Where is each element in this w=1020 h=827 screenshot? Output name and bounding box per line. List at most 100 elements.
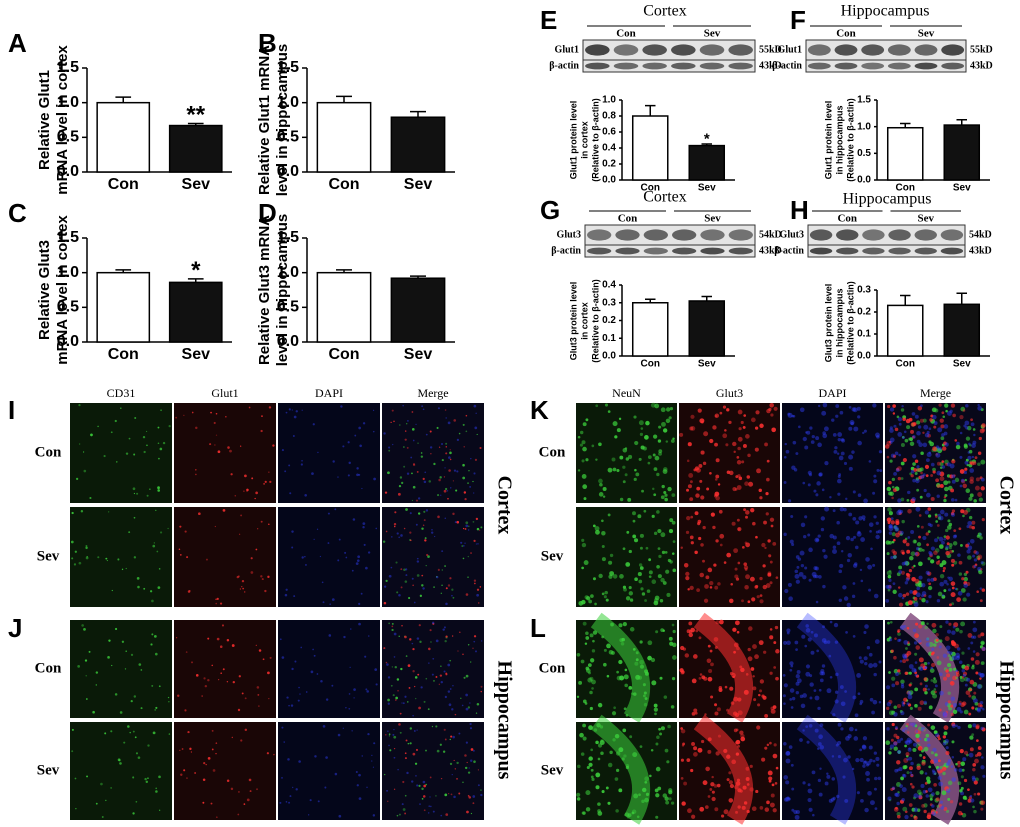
cell: [965, 690, 971, 696]
cell: [770, 524, 774, 528]
cell: [221, 624, 225, 627]
cell: [726, 408, 730, 412]
cell: [890, 738, 894, 742]
cell: [639, 664, 645, 669]
cell: [788, 745, 793, 749]
cell: [906, 575, 911, 580]
error-bar: [336, 269, 352, 273]
cell: [941, 411, 945, 415]
cell: [599, 482, 603, 487]
cell: [957, 760, 961, 765]
cell: [834, 640, 839, 644]
cell: [638, 457, 642, 461]
cell: [888, 531, 893, 535]
cell: [400, 568, 403, 571]
cell: [837, 478, 842, 484]
cell: [960, 791, 965, 796]
cell: [800, 703, 806, 709]
cell: [831, 755, 835, 758]
cell: [435, 575, 439, 579]
cell: [837, 432, 843, 437]
cell: [812, 813, 815, 817]
cell: [263, 483, 265, 485]
cell: [600, 739, 604, 743]
cell: [440, 665, 442, 667]
cell: [715, 474, 720, 479]
cell: [636, 815, 640, 819]
cell: [811, 770, 816, 775]
cell: [671, 493, 676, 498]
cell: [817, 534, 821, 538]
cell: [928, 641, 934, 647]
cell: [922, 431, 925, 435]
size-label: 43kD: [969, 245, 992, 256]
cell: [875, 521, 879, 525]
cell: [634, 468, 637, 472]
cell: [886, 727, 890, 731]
cell: [937, 446, 942, 451]
cell: [754, 426, 759, 430]
cell: [448, 469, 451, 472]
cell: [304, 555, 306, 558]
cell: [807, 788, 813, 794]
cell: [669, 560, 673, 564]
cell: [628, 454, 633, 460]
cell: [889, 428, 894, 433]
cell: [969, 688, 973, 692]
cell: [886, 570, 892, 576]
cell: [693, 654, 698, 659]
cell: [454, 768, 457, 770]
cell: [433, 462, 436, 466]
cell: [671, 552, 675, 555]
cell: [267, 671, 270, 675]
cell: [449, 659, 452, 662]
cell: [851, 450, 855, 454]
cell: [211, 748, 214, 751]
cell: [949, 603, 952, 607]
cell: [666, 592, 671, 598]
cell: [198, 512, 201, 516]
cell: [622, 621, 627, 627]
cell: [209, 443, 212, 446]
cell: [664, 493, 668, 497]
cell: [691, 712, 696, 716]
cell: [644, 697, 648, 701]
cell: [125, 452, 129, 455]
cell: [279, 638, 282, 641]
cell: [891, 722, 895, 727]
cell: [412, 584, 414, 587]
cell: [888, 699, 893, 704]
cell: [205, 558, 208, 561]
cell: [794, 569, 799, 574]
cell: [443, 728, 446, 731]
cell: [640, 587, 644, 591]
cell: [889, 407, 895, 412]
panel-label: I: [8, 395, 15, 425]
blot-band: [615, 229, 640, 241]
cell: [852, 582, 856, 585]
cell: [923, 424, 929, 430]
cell: [288, 801, 291, 804]
cell: [795, 690, 800, 695]
cell: [715, 620, 720, 625]
cell: [783, 775, 789, 780]
cell: [964, 467, 968, 471]
cell: [155, 706, 158, 709]
cell: [128, 437, 131, 440]
cell: [480, 793, 483, 797]
cell: [898, 602, 904, 607]
row-label: β-actin: [551, 245, 581, 256]
micrograph: [70, 722, 172, 820]
cell: [635, 658, 639, 662]
y-tick-label: 0.5: [57, 129, 79, 146]
cell: [894, 451, 899, 456]
cell: [963, 583, 968, 588]
cell: [913, 796, 916, 800]
blot-band: [809, 247, 833, 255]
cell: [402, 702, 405, 705]
cell: [913, 742, 917, 747]
x-tick-label: Con: [328, 346, 359, 363]
y-axis-label: Relative Glut1: [36, 70, 53, 170]
cell: [786, 631, 790, 635]
